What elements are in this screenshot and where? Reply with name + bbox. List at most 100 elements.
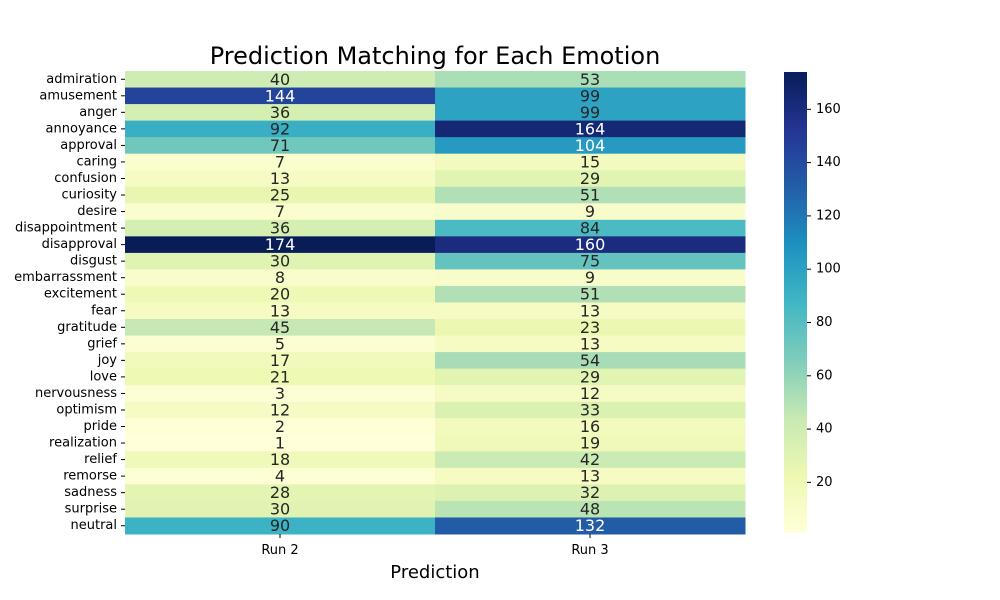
heatmap-cell <box>435 484 746 502</box>
row-label: amusement <box>39 88 117 103</box>
cell-value-label: 4 <box>275 467 285 486</box>
cell-value-label: 1 <box>275 434 285 453</box>
heatmap-cell <box>435 87 746 105</box>
heatmap-cell <box>125 517 436 535</box>
heatmap-cell <box>125 186 436 204</box>
cell-value-label: 42 <box>580 450 600 469</box>
cell-value-label: 28 <box>270 483 290 502</box>
cell-value-label: 99 <box>580 103 600 122</box>
column-labels: Run 2 Run 3 <box>261 534 609 558</box>
heatmap-cell <box>125 385 436 403</box>
heatmap-cell <box>125 87 436 105</box>
cell-value-label: 23 <box>580 318 600 337</box>
cell-value-label: 13 <box>270 301 290 320</box>
cell-value-label: 15 <box>580 152 600 171</box>
heatmap-cell <box>435 385 746 403</box>
cell-value-label: 71 <box>270 136 290 155</box>
colorbar-tick-label: 40 <box>816 422 833 437</box>
heatmap-cell <box>435 170 746 188</box>
cell-value-label: 48 <box>580 500 600 519</box>
heatmap-cell <box>125 500 436 518</box>
cell-value-label: 3 <box>275 384 285 403</box>
cell-value-label: 54 <box>580 351 600 370</box>
cell-value-label: 132 <box>575 516 606 535</box>
heatmap-cell <box>125 368 436 386</box>
heatmap-cell <box>435 352 746 370</box>
cell-value-label: 29 <box>580 367 600 386</box>
heatmap-cell <box>435 252 746 270</box>
row-label: disapproval <box>42 237 117 252</box>
heatmap-cell <box>125 285 436 303</box>
row-label: confusion <box>54 171 117 186</box>
heatmap-cell <box>435 335 746 353</box>
cell-value-label: 174 <box>265 235 296 254</box>
cell-value-label: 9 <box>585 202 595 221</box>
cell-value-label: 13 <box>580 301 600 320</box>
cell-value-label: 104 <box>575 136 606 155</box>
heatmap-cell <box>125 120 436 138</box>
heatmap-cell <box>125 203 436 221</box>
colorbar-tick-label: 140 <box>816 155 841 170</box>
heatmap-cell <box>125 319 436 337</box>
heatmap-cell <box>435 319 746 337</box>
row-label: fear <box>91 303 118 318</box>
row-label: optimism <box>56 402 117 417</box>
row-label: annoyance <box>46 121 117 136</box>
cell-value-label: 16 <box>580 417 600 436</box>
cell-value-label: 7 <box>275 152 285 171</box>
heatmap-cell <box>435 368 746 386</box>
cell-value-label: 51 <box>580 285 600 304</box>
cell-value-label: 30 <box>270 500 290 519</box>
heatmap-cell <box>125 335 436 353</box>
row-label: remorse <box>63 469 117 484</box>
row-label: desire <box>77 204 117 219</box>
cell-value-label: 13 <box>270 169 290 188</box>
cell-value-label: 51 <box>580 186 600 205</box>
cell-value-label: 45 <box>270 318 290 337</box>
colorbar-tick-label: 100 <box>816 262 841 277</box>
row-label: disappointment <box>15 221 117 236</box>
row-label: relief <box>84 452 117 467</box>
heatmap-cell <box>125 236 436 254</box>
row-label: realization <box>49 436 117 451</box>
heatmap-cell <box>435 137 746 155</box>
cell-value-label: 144 <box>265 86 296 105</box>
cell-value-label: 36 <box>270 103 290 122</box>
cell-value-label: 19 <box>580 434 600 453</box>
cell-value-label: 84 <box>580 219 600 238</box>
column-label: Run 2 <box>261 543 298 558</box>
colorbar-gradient <box>784 72 807 533</box>
heatmap-cell <box>125 302 436 320</box>
row-label: disgust <box>70 254 117 269</box>
colorbar: 20 40 60 80 100 120 140 160 <box>784 72 841 533</box>
heatmap-cell <box>435 203 746 221</box>
heatmap-cell <box>435 153 746 171</box>
row-label: grief <box>87 336 117 351</box>
cell-value-label: 160 <box>575 235 606 254</box>
row-label: joy <box>97 353 118 368</box>
heatmap-cell <box>125 252 436 270</box>
cell-value-label: 9 <box>585 268 595 287</box>
row-label: excitement <box>44 287 117 302</box>
cell-value-label: 7 <box>275 202 285 221</box>
heatmap-cell <box>125 451 436 469</box>
row-label: sadness <box>64 485 117 500</box>
cell-value-label: 30 <box>270 252 290 271</box>
cell-value-label: 53 <box>580 70 600 89</box>
cell-value-label: 20 <box>270 285 290 304</box>
heatmap-cell <box>125 71 436 89</box>
heatmap-cell <box>125 269 436 287</box>
heatmap-cell <box>435 418 746 436</box>
heatmap-cell <box>125 104 436 122</box>
heatmap-cell <box>435 186 746 204</box>
cell-value-label: 40 <box>270 70 290 89</box>
heatmap-cell <box>435 467 746 485</box>
cell-value-label: 33 <box>580 400 600 419</box>
cell-value-label: 2 <box>275 417 285 436</box>
heatmap-cell <box>435 302 746 320</box>
cell-value-label: 32 <box>580 483 600 502</box>
heatmap-cell <box>125 352 436 370</box>
heatmap-cell <box>125 170 436 188</box>
cell-value-label: 25 <box>270 186 290 205</box>
